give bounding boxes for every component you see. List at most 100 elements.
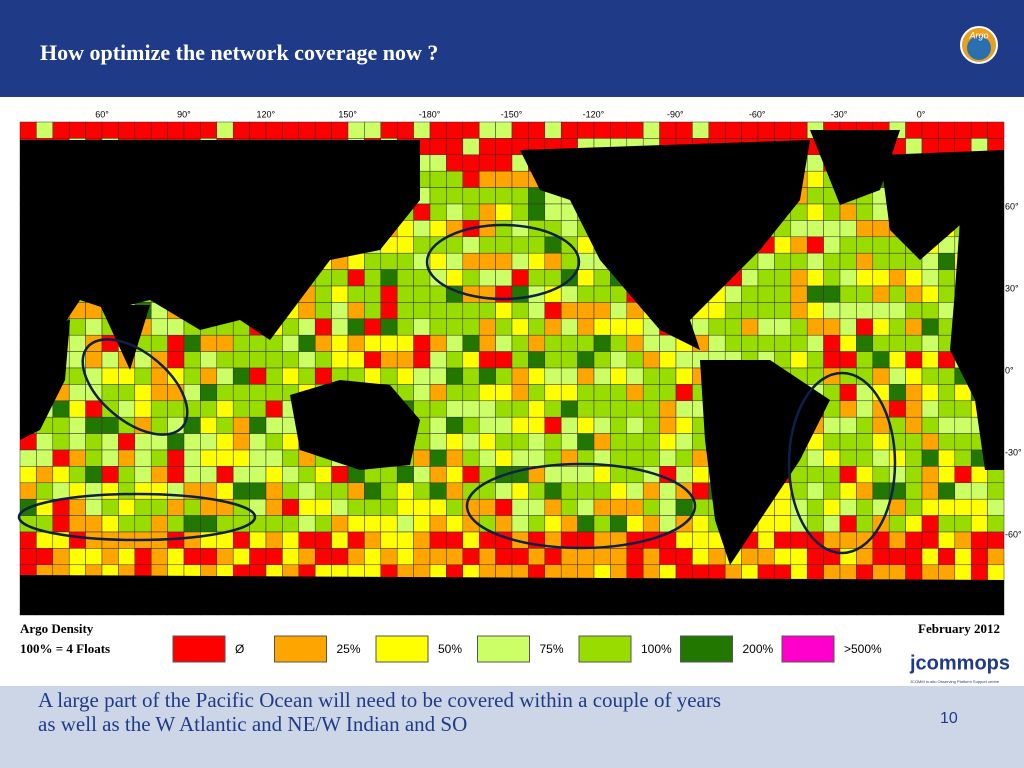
legend-label: 75%: [540, 642, 564, 656]
grid-cell: [265, 416, 283, 434]
grid-cell: [888, 367, 906, 385]
grid-cell: [314, 548, 332, 566]
grid-cell: [429, 531, 447, 549]
grid-cell: [642, 367, 660, 385]
grid-cell: [872, 466, 890, 484]
grid-cell: [642, 449, 660, 467]
grid-cell: [495, 154, 513, 172]
grid-cell: [347, 318, 365, 336]
grid-cell: [839, 449, 857, 467]
grid-cell: [610, 367, 628, 385]
grid-cell: [314, 466, 332, 484]
grid-cell: [970, 515, 988, 533]
grid-cell: [839, 269, 857, 287]
grid-cell: [446, 302, 464, 320]
grid-cell: [823, 236, 841, 254]
grid-cell: [478, 449, 496, 467]
grid-cell: [544, 236, 562, 254]
grid-cell: [888, 334, 906, 352]
grid-cell: [757, 318, 775, 336]
grid-cell: [692, 121, 710, 139]
grid-cell: [790, 564, 808, 582]
grid-cell: [36, 121, 54, 139]
grid-cell: [167, 318, 185, 336]
grid-cell: [577, 269, 595, 287]
grid-cell: [593, 384, 611, 402]
grid-cell: [806, 318, 824, 336]
grid-cell: [331, 334, 349, 352]
grid-cell: [610, 384, 628, 402]
grid-cell: [118, 466, 136, 484]
grid-cell: [249, 121, 267, 139]
grid-cell: [741, 318, 759, 336]
grid-cell: [610, 334, 628, 352]
grid-cell: [167, 121, 185, 139]
grid-cell: [150, 482, 168, 500]
grid-cell: [741, 334, 759, 352]
grid-cell: [724, 285, 742, 303]
grid-cell: [200, 334, 218, 352]
grid-cell: [642, 384, 660, 402]
grid-cell: [216, 400, 234, 418]
grid-cell: [544, 384, 562, 402]
grid-cell: [183, 449, 201, 467]
grid-cell: [298, 548, 316, 566]
grid-cell: [36, 531, 54, 549]
grid-cell: [446, 269, 464, 287]
grid-cell: [987, 482, 1005, 500]
grid-cell: [593, 433, 611, 451]
grid-cell: [413, 466, 431, 484]
grid-cell: [511, 121, 529, 139]
grid-cell: [511, 482, 529, 500]
grid-cell: [610, 416, 628, 434]
grid-cell: [429, 302, 447, 320]
grid-cell: [101, 515, 119, 533]
grid-cell: [642, 482, 660, 500]
grid-cell: [823, 515, 841, 533]
grid-cell: [314, 498, 332, 516]
grid-cell: [544, 269, 562, 287]
grid-cell: [560, 416, 578, 434]
grid-cell: [544, 302, 562, 320]
grid-cell: [232, 466, 250, 484]
grid-cell: [593, 318, 611, 336]
grid-cell: [265, 531, 283, 549]
grid-cell: [921, 384, 939, 402]
grid-cell: [806, 187, 824, 205]
grid-cell: [495, 138, 513, 156]
grid-cell: [282, 498, 300, 516]
grid-cell: [495, 498, 513, 516]
legend-swatch: [680, 635, 733, 663]
grid-cell: [544, 400, 562, 418]
grid-cell: [708, 548, 726, 566]
grid-cell: [921, 433, 939, 451]
grid-cell: [839, 318, 857, 336]
grid-cell: [314, 121, 332, 139]
grid-cell: [216, 466, 234, 484]
grid-cell: [790, 121, 808, 139]
grid-cell: [577, 466, 595, 484]
grid-cell: [921, 367, 939, 385]
grid-cell: [396, 285, 414, 303]
grid-cell: [790, 334, 808, 352]
grid-cell: [560, 334, 578, 352]
latitude-label: 30°: [1005, 283, 1019, 293]
grid-cell: [921, 351, 939, 369]
grid-cell: [446, 252, 464, 270]
grid-cell: [380, 252, 398, 270]
highlight-ellipse: [465, 462, 697, 550]
grid-cell: [413, 367, 431, 385]
grid-cell: [249, 548, 267, 566]
grid-cell: [413, 515, 431, 533]
grid-cell: [708, 318, 726, 336]
grid-cell: [396, 269, 414, 287]
grid-cell: [462, 433, 480, 451]
grid-cell: [19, 449, 37, 467]
grid-cell: [642, 548, 660, 566]
grid-cell: [806, 302, 824, 320]
grid-cell: [823, 220, 841, 238]
legend-swatch: [375, 635, 429, 663]
grid-cell: [888, 269, 906, 287]
grid-cell: [921, 449, 939, 467]
grid-cell: [806, 203, 824, 221]
